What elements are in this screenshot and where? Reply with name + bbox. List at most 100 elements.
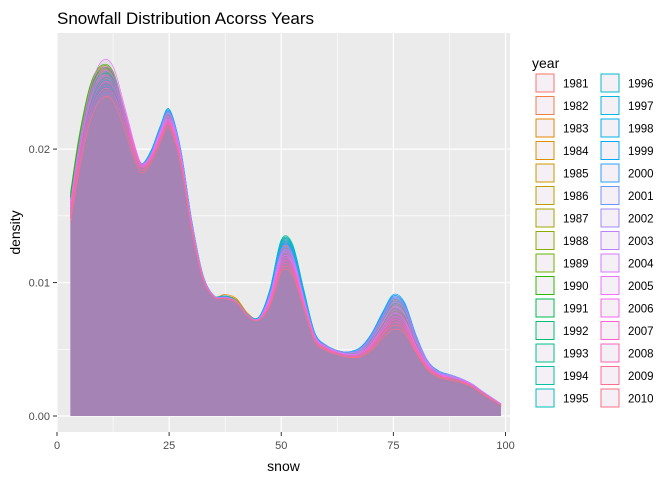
legend-swatch-bg [600,185,620,206]
density-line-2010 [70,96,502,406]
legend-swatch [535,321,555,340]
legend-label: 1988 [563,236,589,248]
x-axis-label: snow [267,458,301,474]
legend-key-1995: 1995 [535,388,589,408]
legend-swatch-bg [535,185,555,206]
y-axis-label: density [7,210,23,254]
legend-label: 2006 [628,304,654,316]
legend-key-2003: 2003 [600,230,654,251]
legend-label: 1991 [563,304,589,316]
legend-key-1981: 1981 [535,73,589,93]
legend-swatch-bg [600,253,620,273]
legend-label: 2008 [628,349,654,361]
legend-key-2007: 2007 [600,320,654,341]
density-area-1997 [70,81,502,416]
legend-key-1986: 1986 [535,185,589,206]
legend-label: 1986 [563,191,589,203]
legend-label: 2004 [628,259,654,271]
legend-key-2010: 2010 [600,388,654,408]
legend-key-2001: 2001 [600,185,654,206]
legend-swatch [535,163,555,183]
legend-label: 1993 [563,349,589,361]
legend-label: 2000 [628,169,654,181]
legend-swatch [535,208,555,228]
legend-label: 2003 [628,236,654,248]
legend-swatch [535,388,555,408]
legend-label: 1992 [563,326,589,338]
legend-swatch [600,253,620,273]
legend-label: 2005 [628,281,654,293]
legend-swatch [600,298,620,318]
legend-swatch-bg [535,320,555,341]
density-area-2002 [70,93,502,416]
legend-swatch-bg [600,343,620,363]
legend-swatch-bg [535,365,555,386]
density-area-2009 [70,88,502,416]
density-area-2001 [70,91,502,416]
legend-swatch-bg [600,163,620,183]
legend-key-1998: 1998 [600,118,654,138]
legend-key-1999: 1999 [600,140,654,161]
y-tick-label: 0.01 [29,278,50,290]
legend-swatch [600,141,620,160]
legend-label: 1981 [563,79,589,91]
legend-label: 1989 [563,259,589,271]
legend-key-1990: 1990 [535,275,589,296]
legend-swatch [600,73,620,93]
legend-swatch [535,73,555,93]
density-curves [70,58,502,416]
x-tick-label: 0 [54,440,60,452]
legend-swatch-bg [535,275,555,296]
legend-swatch-bg [535,208,555,228]
legend-key-1991: 1991 [535,298,589,318]
legend-label: 1998 [628,124,654,136]
legend-key-1985: 1985 [535,163,589,183]
legend-swatch [600,96,620,115]
legend-label: 2007 [628,326,654,338]
legend-swatch [600,208,620,228]
legend-swatch [535,298,555,318]
legend-key-2005: 2005 [600,275,654,296]
legend-label: 2001 [628,191,654,203]
legend-swatch-bg [600,388,620,408]
axes: 0.00 0.01 0.02 0 25 50 75 100 [29,144,515,452]
density-line-2006 [70,66,502,406]
density-area-1982 [70,78,502,416]
legend-key-1997: 1997 [600,95,654,116]
legend-label: 1994 [563,371,589,383]
legend-key-2000: 2000 [600,163,654,183]
legend-swatch [600,231,620,250]
legend-swatch-bg [535,163,555,183]
x-tick-label: 100 [496,440,514,452]
density-area-2003 [70,81,502,416]
legend-key-2008: 2008 [600,343,654,363]
density-area-2007 [70,75,502,416]
legend-label: 1997 [628,101,654,113]
density-line-2005 [70,58,502,405]
density-line-2008 [70,81,502,406]
legend-label: 2009 [628,371,654,383]
legend-swatch-bg [600,275,620,296]
legend-key-2004: 2004 [600,253,654,273]
legend-swatch-bg [535,253,555,273]
legend-key-1996: 1996 [600,73,654,93]
legend-swatch [600,276,620,295]
legend-key-1993: 1993 [535,343,589,363]
legend-swatch-bg [600,95,620,116]
legend-swatch-bg [600,208,620,228]
legend-label: 1996 [628,79,654,91]
legend-label: 2010 [628,394,654,406]
density-area-1998 [70,84,502,416]
legend-swatch-bg [535,230,555,251]
density-area-2004 [70,71,502,416]
legend-swatch [600,163,620,183]
legend-swatch [535,343,555,363]
legend-swatch-bg [600,320,620,341]
legend-label: 1983 [563,124,589,136]
legend-key-2009: 2009 [600,365,654,386]
legend-key-1989: 1989 [535,253,589,273]
legend-key-1992: 1992 [535,320,589,341]
density-area-2010 [70,96,502,416]
legend-swatch-bg [535,298,555,318]
